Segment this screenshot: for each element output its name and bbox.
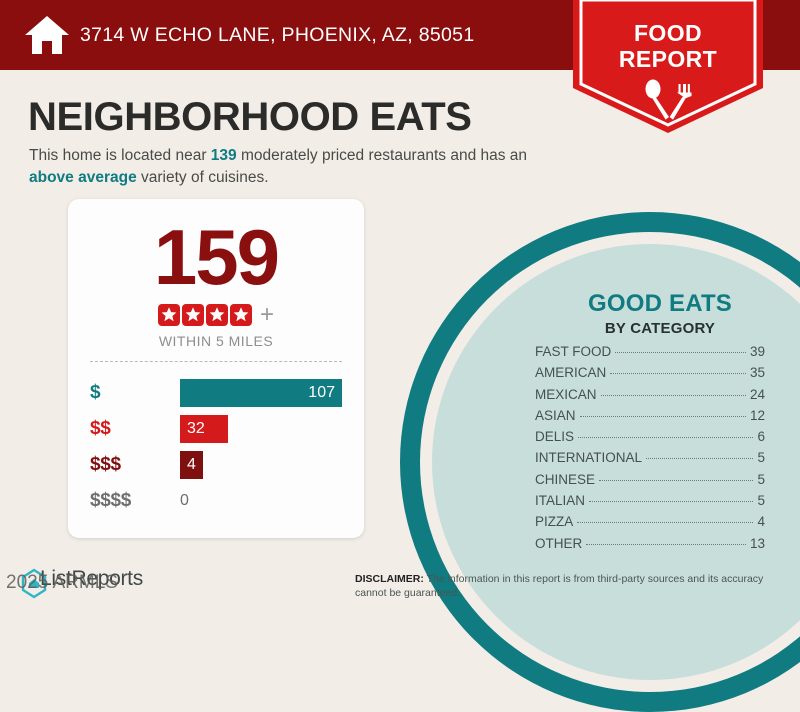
page-subtitle: This home is located near 139 moderately…	[29, 145, 569, 189]
category-name: ITALIAN	[535, 493, 586, 509]
price-tier-track: 4	[180, 451, 342, 479]
badge-line-2: REPORT	[618, 46, 718, 72]
category-value: 12	[749, 407, 765, 423]
category-leader-dots	[600, 394, 746, 396]
property-address: 3714 W ECHO LANE, PHOENIX, AZ, 85051	[80, 24, 475, 46]
star-rating: +	[68, 301, 364, 328]
category-leader-dots	[599, 479, 754, 481]
page-title: NEIGHBORHOOD EATS	[28, 95, 472, 139]
category-row: ITALIAN 5	[535, 493, 765, 514]
disclaimer-text: The information in this report is from t…	[355, 573, 764, 599]
category-list: FAST FOOD 39 AMERICAN 35 MEXICAN 24 ASIAN 12 DEL…	[535, 344, 765, 557]
price-tier-chart: $107 $$ 32 $$$ 4 $$$$ 0	[90, 375, 342, 519]
price-tier-track: 107	[180, 379, 342, 407]
category-name: INTERNATIONAL	[535, 450, 643, 466]
radius-label: WITHIN 5 MILES	[158, 333, 274, 349]
subtitle-variety: above average	[29, 169, 137, 186]
star-plus: +	[259, 301, 274, 328]
spoon-fork-icon	[645, 79, 692, 120]
category-name: ASIAN	[535, 407, 576, 423]
category-row: DELIS 6	[535, 429, 765, 450]
category-row: ASIAN 12	[535, 408, 765, 429]
disclaimer: DISCLAIMER: The information in this repo…	[355, 572, 795, 600]
price-tier-value: 0	[180, 492, 189, 509]
price-tier-row: $$$ 4	[90, 447, 342, 483]
category-name: PIZZA	[535, 514, 574, 530]
badge-label: FOOD REPORT	[573, 20, 763, 72]
price-tier-bar: 107	[180, 379, 342, 407]
subtitle-text-2: moderately priced restaurants and has an	[236, 147, 528, 164]
good-eats-heading: GOOD EATS BY CATEGORY	[520, 290, 800, 337]
price-tier-row: $107	[90, 375, 342, 411]
subtitle-count: 139	[210, 147, 237, 164]
price-tier-label: $$$$	[90, 490, 132, 511]
category-value: 24	[749, 386, 765, 402]
category-row: CHINESE 5	[535, 472, 765, 493]
category-name: FAST FOOD	[535, 344, 612, 359]
restaurant-count-card: 159 + WITHIN 5 MILES $107 $$ 32 $$$ 4 $$$$ 0	[68, 199, 364, 538]
category-leader-dots	[586, 543, 746, 545]
subtitle-text-1: This home is located near	[29, 147, 211, 164]
disclaimer-label: DISCLAIMER:	[355, 573, 424, 585]
category-leader-dots	[577, 522, 754, 524]
badge-line-1: FOOD	[633, 20, 703, 46]
good-eats-title: GOOD EATS	[587, 290, 733, 317]
category-value: 6	[757, 429, 765, 445]
category-row: INTERNATIONAL 5	[535, 450, 765, 471]
restaurant-count: 159	[153, 213, 280, 301]
listreports-logo-icon[interactable]	[14, 566, 184, 600]
star-icon	[157, 304, 180, 326]
star-icon	[181, 304, 204, 326]
listreports-logo-text[interactable]: ListReports	[40, 567, 143, 590]
category-value: 5	[757, 450, 765, 466]
category-value: 5	[757, 471, 765, 487]
price-tier-label: $$$	[90, 454, 121, 475]
armls-watermark: 2025 ARMLS	[6, 572, 118, 593]
category-name: MEXICAN	[535, 386, 597, 402]
star-icon	[229, 304, 252, 326]
category-value: 4	[757, 514, 765, 530]
category-name: AMERICAN	[535, 365, 607, 381]
category-row: FAST FOOD 39	[535, 344, 765, 365]
category-value: 13	[749, 535, 765, 551]
category-value: 39	[749, 344, 765, 359]
price-tier-label: $	[90, 382, 101, 403]
teal-circle-fill	[432, 244, 800, 680]
category-row: AMERICAN 35	[535, 365, 765, 386]
category-value: 5	[757, 493, 765, 509]
price-tier-row: $$$$ 0	[90, 483, 342, 519]
category-name: CHINESE	[535, 471, 596, 487]
card-divider	[90, 361, 342, 362]
category-leader-dots	[589, 501, 754, 503]
category-row: OTHER 13	[535, 536, 765, 557]
food-report-badge: FOOD REPORT	[573, 0, 763, 133]
star-icon	[205, 304, 228, 326]
category-value: 35	[749, 365, 765, 381]
price-tier-track: 0	[180, 487, 342, 515]
category-leader-dots	[578, 437, 754, 439]
price-tier-track: 32	[180, 415, 342, 443]
category-leader-dots	[579, 415, 746, 417]
category-leader-dots	[610, 373, 746, 375]
price-tier-label: $$	[90, 418, 111, 439]
home-icon	[25, 16, 69, 54]
category-leader-dots	[615, 352, 746, 353]
category-name: DELIS	[535, 429, 575, 445]
price-tier-bar: 4	[180, 451, 203, 479]
category-leader-dots	[646, 458, 754, 460]
good-eats-subtitle: BY CATEGORY	[604, 320, 716, 337]
subtitle-text-3: variety of cuisines.	[136, 169, 269, 186]
category-row: MEXICAN 24	[535, 387, 765, 408]
price-tier-bar: 32	[180, 415, 229, 443]
category-row: PIZZA 4	[535, 514, 765, 535]
price-tier-row: $$ 32	[90, 411, 342, 447]
category-name: OTHER	[535, 535, 583, 551]
